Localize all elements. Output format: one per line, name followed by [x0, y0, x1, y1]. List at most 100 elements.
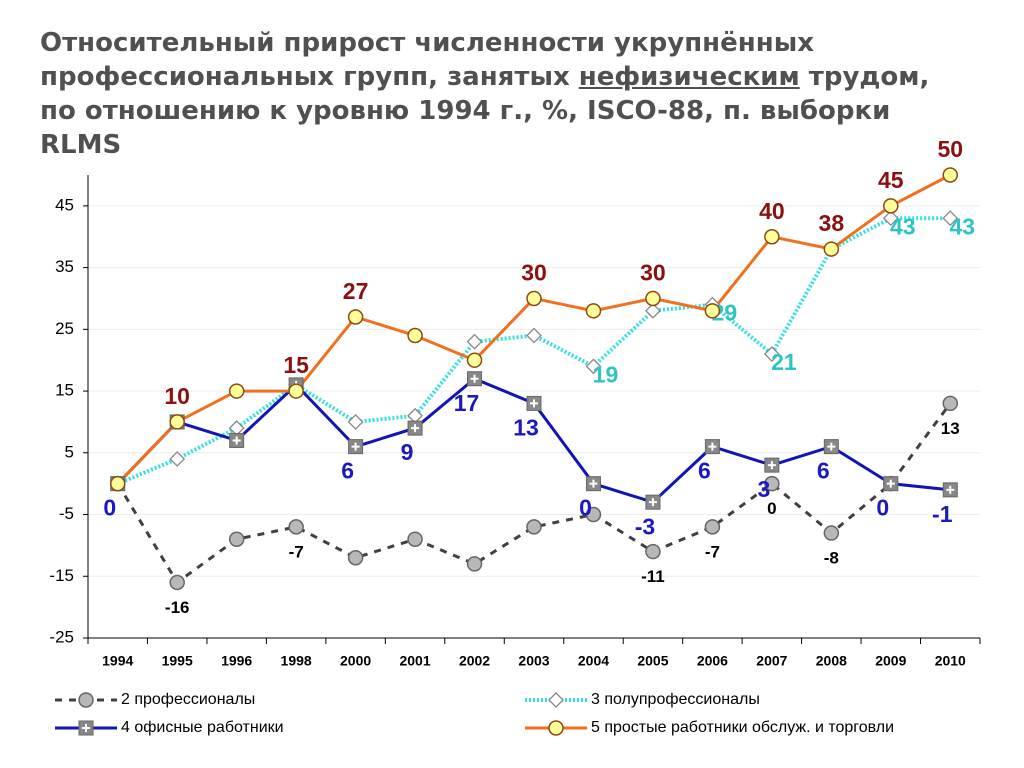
- title-part: нефизическим: [578, 62, 800, 92]
- point: [823, 439, 839, 455]
- y-tick-label: 25: [55, 319, 74, 338]
- data-label: 27: [343, 278, 369, 304]
- point: [645, 494, 661, 510]
- point: [883, 476, 899, 492]
- data-label: 13: [513, 414, 539, 440]
- point: [288, 383, 304, 399]
- point: [347, 414, 364, 430]
- point: [942, 482, 958, 498]
- point: [228, 531, 245, 547]
- data-label: 43: [949, 213, 975, 239]
- point-cross: [708, 442, 717, 451]
- point-cross: [232, 436, 241, 445]
- point: [942, 210, 959, 227]
- point-cross: [589, 479, 598, 488]
- point: [585, 303, 602, 319]
- data-label: 9: [401, 439, 414, 465]
- point: [467, 371, 483, 387]
- x-tick-label: 2000: [340, 653, 371, 669]
- point: [466, 352, 483, 368]
- point: [704, 519, 721, 535]
- point: [764, 475, 780, 492]
- title-part: трудом, по отношению к уровню 1994 г., %…: [40, 62, 930, 160]
- point: [78, 720, 94, 736]
- data-label: 17: [454, 390, 480, 416]
- y-tick-label: 35: [55, 257, 74, 276]
- data-label: 19: [593, 361, 619, 387]
- data-label: 0: [579, 495, 592, 521]
- point: [585, 358, 602, 375]
- y-tick-label: 5: [65, 442, 74, 461]
- point: [823, 525, 840, 541]
- data-label: -7: [705, 542, 720, 561]
- data-label: 0: [103, 495, 116, 521]
- x-tick-label: 2009: [875, 653, 906, 669]
- point: [228, 383, 245, 399]
- point-cross: [946, 485, 955, 494]
- point: [704, 303, 721, 319]
- point: [169, 574, 185, 591]
- point: [347, 309, 364, 325]
- data-label: -1: [932, 501, 953, 527]
- data-label: 3: [757, 476, 770, 502]
- point: [704, 439, 720, 455]
- data-label: 13: [941, 419, 960, 438]
- y-tick-label: -15: [49, 566, 74, 585]
- chart-title: Относительный прирост численности укрупн…: [40, 26, 940, 162]
- point: [548, 720, 564, 736]
- point: [347, 549, 364, 566]
- y-tick-label: 15: [55, 381, 74, 400]
- point: [883, 198, 899, 214]
- point: [407, 327, 423, 344]
- data-label: -16: [165, 598, 190, 617]
- point-cross: [886, 479, 895, 488]
- x-tick-label: 1998: [281, 653, 312, 669]
- x-tick-label: 2001: [399, 653, 430, 669]
- x-tick-label: 1996: [221, 653, 252, 669]
- point-cross: [82, 724, 90, 732]
- point: [526, 395, 542, 411]
- data-label: 30: [640, 260, 666, 286]
- point: [645, 302, 661, 319]
- point: [348, 439, 364, 455]
- data-label: 0: [767, 499, 776, 518]
- point: [526, 519, 542, 535]
- legend-label: 2 профессионалы: [121, 691, 255, 708]
- point-cross: [767, 461, 776, 470]
- point: [942, 395, 959, 412]
- data-label: 6: [817, 458, 830, 484]
- point: [466, 333, 483, 350]
- point: [585, 506, 602, 523]
- point: [78, 692, 94, 708]
- y-tick-label: -25: [49, 627, 74, 646]
- point: [407, 420, 423, 436]
- x-tick-label: 2005: [637, 653, 668, 669]
- legend-label: 5 простые работники обслуж. и торговли: [591, 719, 894, 736]
- point: [763, 346, 780, 362]
- point: [823, 241, 840, 257]
- point-cross: [827, 442, 836, 451]
- x-tick-label: 2002: [459, 653, 490, 669]
- x-tick-label: 1994: [102, 653, 133, 669]
- legend-label: 3 полупрофессионалы: [591, 691, 760, 708]
- data-label: -3: [635, 513, 655, 539]
- point: [109, 475, 126, 492]
- data-label: 0: [876, 495, 889, 521]
- point: [466, 556, 483, 572]
- data-label: 40: [759, 198, 785, 224]
- point-cross: [530, 399, 538, 408]
- data-label: 50: [937, 136, 963, 162]
- x-tick-label: 2003: [518, 653, 549, 669]
- point: [764, 457, 780, 473]
- data-label: 21: [771, 349, 797, 375]
- point: [526, 290, 542, 307]
- y-tick-label: 45: [55, 195, 74, 214]
- point: [229, 432, 245, 448]
- point: [764, 228, 780, 245]
- x-tick-label: 2004: [578, 653, 609, 669]
- point: [645, 543, 661, 560]
- data-label: -8: [824, 549, 839, 568]
- data-label: 10: [164, 383, 190, 409]
- x-tick-label: 2007: [756, 653, 787, 669]
- x-tick-label: 2008: [816, 653, 847, 669]
